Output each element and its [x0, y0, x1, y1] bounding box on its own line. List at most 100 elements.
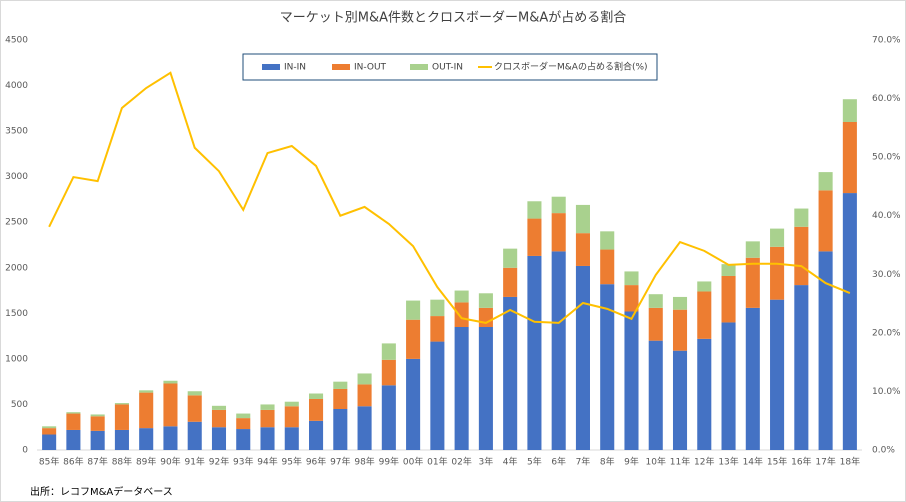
- legend-label: IN-IN: [284, 63, 306, 73]
- bar-segment: [333, 409, 348, 450]
- chart-title: マーケット別M&A件数とクロスボーダーM&Aが占める割合: [280, 10, 627, 26]
- y-tick-label: 1000: [5, 354, 28, 364]
- bar-segment: [42, 426, 57, 429]
- bar-segment: [163, 383, 178, 427]
- bar-segment: [600, 231, 615, 250]
- bar-segment: [139, 428, 154, 450]
- x-tick-label: 5年: [527, 456, 542, 468]
- bar-segment: [236, 413, 251, 419]
- x-tick-label: 88年: [112, 456, 132, 468]
- bar-segment: [770, 299, 785, 450]
- bar-segment: [842, 122, 857, 194]
- y2-tick-label: 0.0%: [872, 446, 895, 456]
- bar-segment: [284, 427, 299, 450]
- x-tick-label: 89年: [136, 456, 156, 468]
- bar-segment: [42, 428, 57, 435]
- bar-segment: [66, 429, 81, 450]
- x-tick-label: 01年: [427, 456, 447, 468]
- bar-segment: [842, 193, 857, 451]
- bar-segment: [672, 296, 688, 310]
- bar-segment: [309, 393, 324, 399]
- y-tick-label: 4000: [5, 81, 28, 91]
- bar-segment: [818, 172, 833, 191]
- bar-segment: [260, 427, 275, 450]
- bar-segment: [745, 307, 760, 450]
- x-tick-label: 02年: [451, 456, 471, 468]
- bar-segment: [163, 426, 178, 450]
- bar-segment: [430, 316, 445, 342]
- x-tick-label: 4年: [503, 456, 518, 468]
- x-tick-label: 12年: [694, 456, 714, 468]
- x-tick-label: 16年: [791, 456, 811, 468]
- bar-segment: [794, 208, 809, 227]
- y-tick-label: 0: [22, 446, 28, 456]
- y2-tick-label: 70.0%: [872, 36, 901, 46]
- bar-segment: [139, 390, 154, 393]
- bar-segment: [357, 406, 372, 450]
- y2-tick-label: 10.0%: [872, 387, 901, 397]
- bar-segment: [672, 309, 688, 351]
- legend-marker: [332, 64, 350, 70]
- bar-segment: [260, 409, 275, 428]
- bar-segment: [527, 218, 542, 256]
- bar-segment: [624, 285, 639, 312]
- y-tick-label: 4500: [5, 36, 28, 46]
- bar-segment: [745, 257, 760, 308]
- legend-label: IN-OUT: [354, 63, 387, 73]
- bar-segment: [454, 290, 469, 303]
- x-tick-label: 85年: [39, 456, 59, 468]
- x-tick-label: 10年: [646, 456, 666, 468]
- bar-segment: [357, 384, 372, 407]
- x-tick-label: 8年: [600, 456, 615, 468]
- bar-segment: [333, 388, 348, 409]
- x-tick-label: 3年: [479, 456, 494, 468]
- bar-segment: [624, 311, 639, 450]
- x-tick-label: 9年: [624, 456, 639, 468]
- legend-marker: [410, 64, 428, 70]
- bar-segment: [721, 322, 736, 450]
- bar-segment: [600, 284, 615, 450]
- line-series: [48, 71, 851, 324]
- bar-segment: [478, 327, 493, 450]
- bar-segment: [236, 418, 251, 430]
- bar-segment: [163, 380, 178, 384]
- x-tick-label: 94年: [257, 456, 277, 468]
- legend-box: [242, 53, 658, 81]
- bar-segment: [42, 434, 57, 450]
- bar-segment: [66, 412, 81, 414]
- bar-segment: [478, 293, 493, 308]
- bar-segment: [648, 307, 663, 341]
- bar-segment: [309, 398, 324, 421]
- bar-segment: [66, 413, 81, 430]
- bar-segment: [284, 406, 299, 428]
- y2-tick-label: 20.0%: [872, 328, 901, 338]
- y-tick-label: 3000: [5, 172, 28, 182]
- y-tick-label: 1500: [5, 309, 28, 319]
- x-tick-label: 00年: [403, 456, 423, 468]
- x-tick-label: 97年: [330, 456, 350, 468]
- x-tick-label: 93年: [233, 456, 253, 468]
- bar-segment: [697, 291, 712, 339]
- x-tick-label: 86年: [63, 456, 83, 468]
- bar-segment: [648, 340, 663, 450]
- bar-segment: [503, 248, 518, 268]
- bar-segment: [260, 404, 275, 410]
- bar-segment: [381, 343, 396, 360]
- bar-segment: [187, 421, 202, 450]
- bar-segment: [90, 414, 105, 417]
- bar-segment: [672, 350, 688, 450]
- bar-segment: [527, 201, 542, 219]
- bar-segment: [139, 392, 154, 429]
- legend-marker: [262, 64, 280, 70]
- bar-segment: [187, 391, 202, 396]
- bar-segment: [721, 264, 736, 276]
- bar-segment: [406, 300, 421, 320]
- bar-segment: [454, 302, 469, 327]
- x-tick-label: 87年: [87, 456, 107, 468]
- y-tick-label: 500: [11, 400, 28, 410]
- bar-segment: [211, 409, 227, 428]
- bar-segment: [575, 204, 590, 234]
- x-tick-label: 14年: [743, 456, 763, 468]
- bar-segment: [478, 307, 493, 327]
- bar-segment: [624, 271, 639, 286]
